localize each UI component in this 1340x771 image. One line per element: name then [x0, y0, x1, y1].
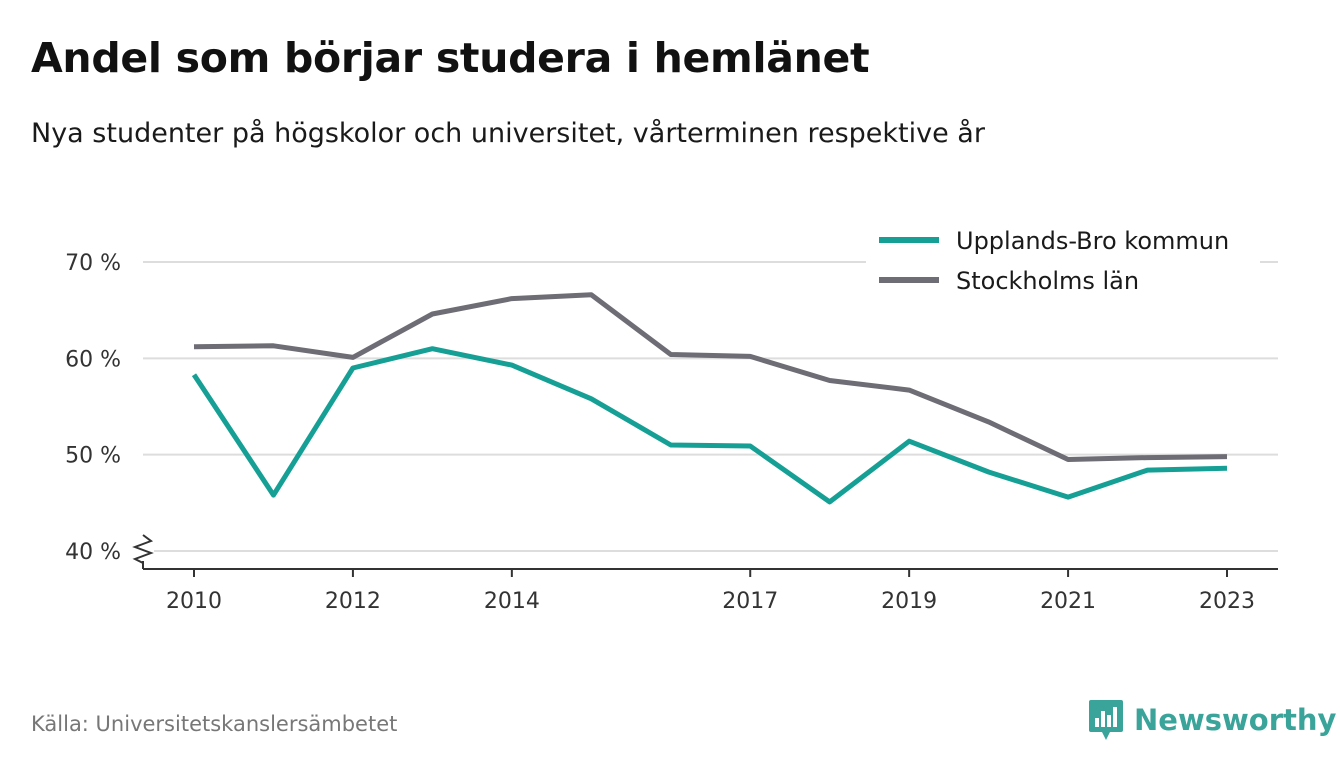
x-tick-label-2010: 2010: [166, 589, 222, 614]
gridlines: [143, 261, 1278, 552]
chart-title: Andel som börjar studera i hemlänet: [31, 34, 870, 82]
brand-name: Newsworthy: [1134, 703, 1337, 737]
y-tick-label-60: 60 %: [65, 347, 121, 372]
x-axis-ticks: 2010 2012 2014 2017 2019 2021 2023: [166, 569, 1255, 614]
x-tick-label-2017: 2017: [722, 589, 778, 614]
source-note: Källa: Universitetskanslersämbetet: [31, 712, 398, 736]
chart-subtitle: Nya studenter på högskolor och universit…: [31, 118, 985, 149]
y-tick-label-50: 50 %: [65, 444, 121, 469]
y-tick-label-70: 70 %: [65, 251, 121, 276]
bar-chart-badge-icon: [1089, 700, 1123, 740]
series-line-2: [193, 292, 1228, 462]
legend-label-1: Upplands-Bro kommun: [956, 227, 1229, 255]
legend-label-2: Stockholms län: [956, 267, 1139, 295]
newsworthy-logo: Newsworthy: [1088, 698, 1336, 742]
legend-background: [866, 220, 1260, 304]
x-tick-label-2014: 2014: [484, 589, 540, 614]
y-tick-label-40: 40 %: [65, 540, 121, 565]
series-lines: [191, 292, 1228, 505]
x-tick-label-2023: 2023: [1199, 589, 1255, 614]
x-tick-label-2021: 2021: [1040, 589, 1096, 614]
series-line-1: [191, 346, 1228, 505]
legend: Upplands-Bro kommun Stockholms län: [866, 220, 1260, 304]
x-axis: [132, 534, 1278, 570]
line-chart: 40 % 50 % 60 % 70 % 2010 2012 2014 2017 2019 202…: [65, 220, 1278, 614]
x-tick-label-2019: 2019: [881, 589, 937, 614]
axis-break-icon: [132, 534, 154, 564]
x-tick-label-2012: 2012: [325, 589, 381, 614]
y-axis-ticks: 40 % 50 % 60 % 70 %: [65, 251, 121, 565]
